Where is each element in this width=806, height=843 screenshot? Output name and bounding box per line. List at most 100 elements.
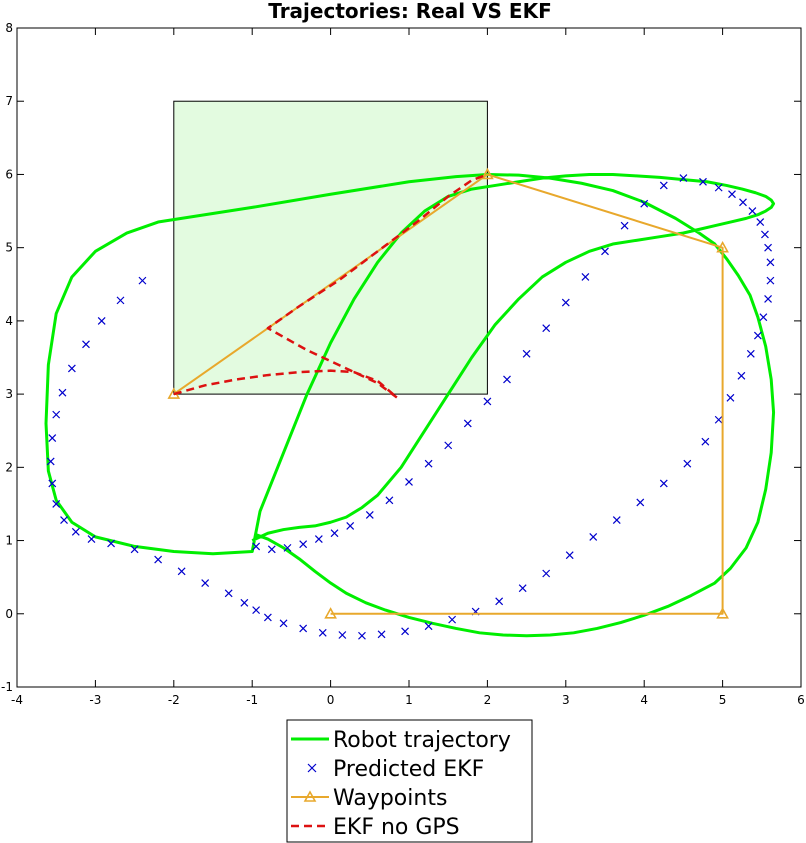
ekf-marker (365, 511, 374, 519)
ekf-marker (346, 521, 355, 530)
ekf-marker (338, 631, 347, 639)
x-tick-label: -4 (11, 693, 23, 707)
ekf-marker (299, 540, 308, 549)
legend-entry: EKF no GPS (291, 815, 460, 840)
ekf-marker (766, 258, 775, 267)
x-tick-label: -2 (168, 693, 180, 707)
ekf-marker (726, 393, 735, 402)
x-tick-label: 1 (405, 693, 413, 707)
ekf-marker (701, 437, 710, 446)
ekf-marker (377, 630, 386, 639)
ekf-marker (756, 218, 765, 226)
y-tick-label: 5 (5, 241, 13, 255)
y-tick-label: 1 (5, 534, 13, 548)
y-tick-label: 0 (5, 607, 13, 621)
ekf-marker (659, 181, 668, 190)
ekf-marker (52, 410, 61, 419)
ekf-marker (753, 331, 762, 340)
ekf-marker (601, 247, 609, 256)
ekf-marker (67, 364, 76, 373)
x-tick-label: -3 (89, 693, 101, 707)
ekf-marker (82, 340, 90, 349)
ekf-marker (48, 434, 57, 442)
ekf-marker (503, 375, 511, 384)
legend-entry: Robot trajectory (291, 728, 511, 753)
ekf-marker (279, 619, 288, 628)
ekf-marker (71, 527, 80, 536)
ekf-marker (483, 397, 492, 406)
series-line (173, 173, 488, 400)
waypoint-marker (716, 607, 729, 619)
ekf-marker (759, 313, 768, 322)
ekf-marker (138, 276, 147, 285)
ekf-marker (679, 174, 688, 183)
waypoint-marker (716, 241, 729, 253)
ekf-marker (177, 567, 186, 576)
series-line (44, 172, 776, 638)
ekf-marker (283, 543, 292, 552)
x-tick-label: 6 (797, 693, 805, 707)
ekf-marker (448, 615, 457, 624)
ekf-marker (683, 459, 692, 468)
ekf-marker (542, 324, 551, 333)
ekf-marker (542, 569, 551, 578)
ekf-marker (58, 388, 67, 397)
ekf-marker (60, 516, 68, 524)
chart-title: Trajectories: Real VS EKF (268, 0, 551, 23)
ekf-marker (589, 532, 598, 541)
legend-swatch (307, 763, 317, 773)
ekf-marker (581, 273, 590, 281)
legend-entry: Predicted EKF (307, 757, 484, 782)
ekf-marker (518, 584, 527, 593)
ekf-marker (318, 628, 327, 637)
ekf-marker (201, 579, 210, 587)
y-tick-label: 3 (5, 387, 13, 401)
legend-label: Robot trajectory (333, 728, 511, 753)
ekf-marker (97, 316, 106, 325)
legend-label: EKF no GPS (333, 815, 460, 840)
series-3 (173, 173, 488, 400)
ekf-marker (252, 606, 261, 615)
x-tick-label: 3 (562, 693, 570, 707)
legend-entry: Waypoints (291, 786, 447, 811)
ekf-marker (424, 459, 433, 468)
y-tick-label: 2 (5, 460, 13, 474)
ekf-marker (766, 276, 775, 285)
ekf-marker (565, 551, 574, 560)
x-tick-label: 0 (327, 693, 335, 707)
region-rect (173, 100, 488, 395)
ekf-marker (116, 296, 125, 305)
series-0 (44, 172, 776, 638)
ekf-marker (522, 349, 531, 358)
x-tick-label: 4 (640, 693, 648, 707)
y-tick-label: 7 (5, 94, 13, 108)
ekf-marker (739, 198, 747, 207)
legend-label: Predicted EKF (333, 757, 484, 782)
ekf-marker (463, 419, 472, 428)
ekf-marker (401, 627, 410, 636)
ekf-marker (267, 545, 276, 554)
ekf-marker (358, 631, 366, 640)
ekf-marker (263, 613, 272, 622)
ekf-marker (728, 190, 736, 199)
ekf-marker (764, 243, 772, 252)
ekf-marker (640, 199, 649, 208)
ekf-marker (495, 597, 504, 606)
legend-swatch-marker (303, 790, 317, 802)
legend-label: Waypoints (333, 786, 447, 811)
ekf-marker (299, 624, 308, 633)
ekf-marker (224, 589, 233, 598)
ekf-marker (714, 183, 723, 192)
highlight-region (173, 100, 488, 395)
ekf-marker (107, 539, 116, 548)
ekf-marker (746, 349, 755, 358)
y-tick-label: 4 (5, 314, 13, 328)
ekf-marker (424, 622, 433, 631)
y-tick-label: 6 (5, 167, 13, 181)
ekf-marker (764, 294, 772, 303)
ekf-marker (761, 230, 769, 239)
ekf-marker (636, 498, 645, 507)
ekf-marker (87, 535, 96, 544)
ekf-marker (405, 478, 413, 486)
